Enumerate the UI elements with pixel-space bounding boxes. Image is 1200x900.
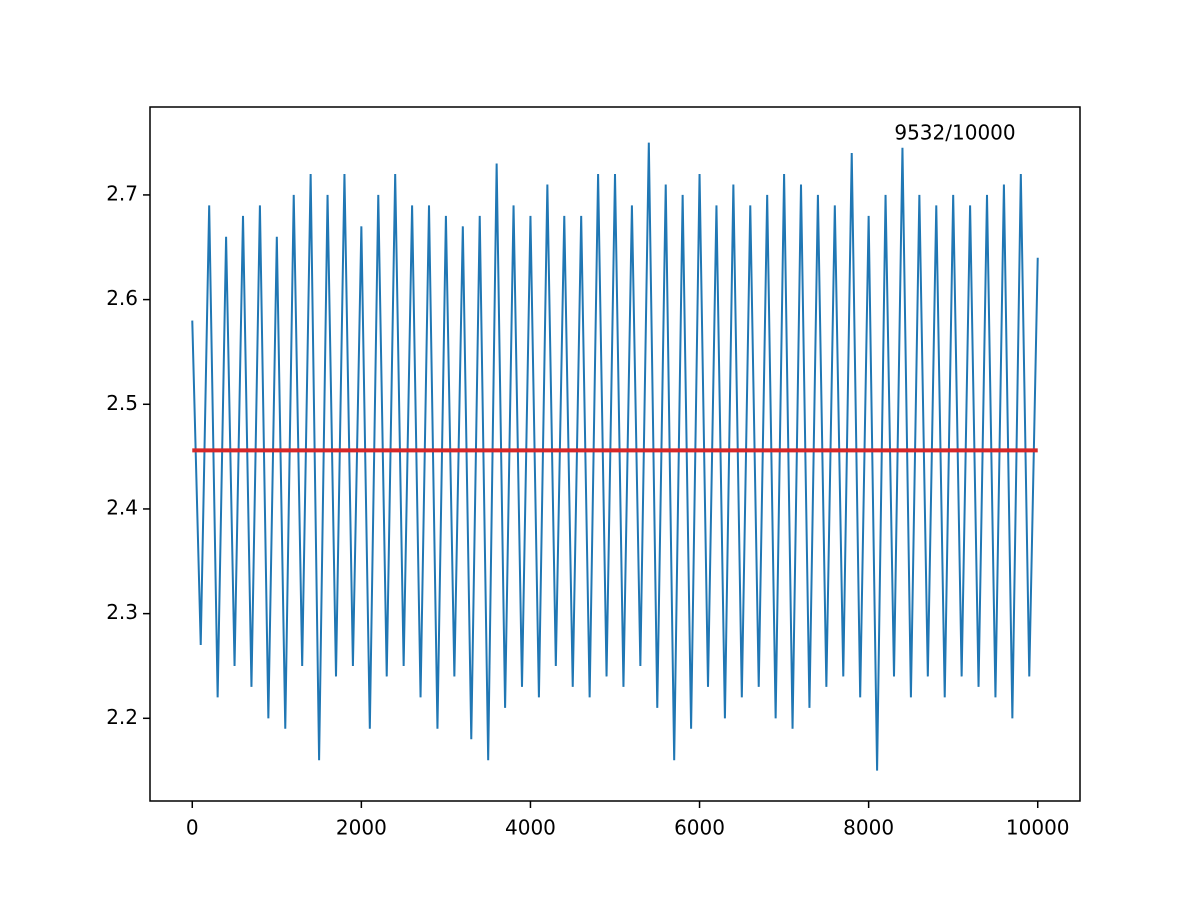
x-tick-label: 6000 — [674, 816, 725, 840]
line-series — [191, 142, 1039, 771]
x-tick-label: 0 — [186, 816, 199, 840]
annotation: 9532/10000 — [894, 121, 1015, 145]
y-tick-label: 2.6 — [106, 286, 138, 310]
plot-frame — [149, 106, 1081, 802]
x-tick-label: 2000 — [336, 816, 387, 840]
x-tick-label: 4000 — [505, 816, 556, 840]
x-tick-label: 10000 — [1006, 816, 1070, 840]
y-tick-label: 2.3 — [106, 600, 138, 624]
y-tick-label: 2.5 — [106, 391, 138, 415]
y-tick-label: 2.2 — [106, 705, 138, 729]
x-tick-label: 8000 — [843, 816, 894, 840]
y-tick-label: 2.7 — [106, 181, 138, 205]
y-tick-label: 2.4 — [106, 495, 138, 519]
